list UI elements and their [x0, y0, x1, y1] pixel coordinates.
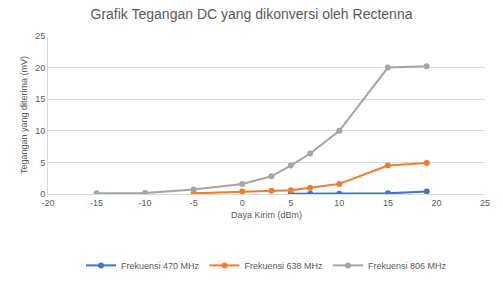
svg-text:20: 20 [431, 198, 441, 208]
svg-text:20: 20 [35, 63, 45, 73]
svg-text:Frekuensi 470 MHz: Frekuensi 470 MHz [121, 261, 200, 271]
svg-text:Grafik Tegangan DC yang dikonv: Grafik Tegangan DC yang dikonversi oleh … [91, 6, 413, 22]
svg-text:-15: -15 [90, 198, 103, 208]
svg-text:5: 5 [40, 158, 45, 168]
svg-text:15: 15 [35, 94, 45, 104]
svg-text:5: 5 [288, 198, 293, 208]
svg-text:-5: -5 [190, 198, 198, 208]
svg-text:Daya Kirim (dBm): Daya Kirim (dBm) [231, 210, 302, 220]
svg-text:Frekuensi 638 MHz: Frekuensi 638 MHz [245, 261, 324, 271]
svg-text:25: 25 [35, 31, 45, 41]
svg-text:0: 0 [40, 189, 45, 199]
svg-text:10: 10 [35, 126, 45, 136]
svg-text:0: 0 [240, 198, 245, 208]
svg-text:10: 10 [334, 198, 344, 208]
svg-text:Tegangan yang diterima (mV): Tegangan yang diterima (mV) [19, 56, 29, 174]
svg-text:-10: -10 [139, 198, 152, 208]
svg-text:Frekuensi 806 MHz: Frekuensi 806 MHz [368, 261, 447, 271]
svg-text:25: 25 [480, 198, 490, 208]
svg-text:15: 15 [383, 198, 393, 208]
svg-text:-20: -20 [41, 198, 54, 208]
